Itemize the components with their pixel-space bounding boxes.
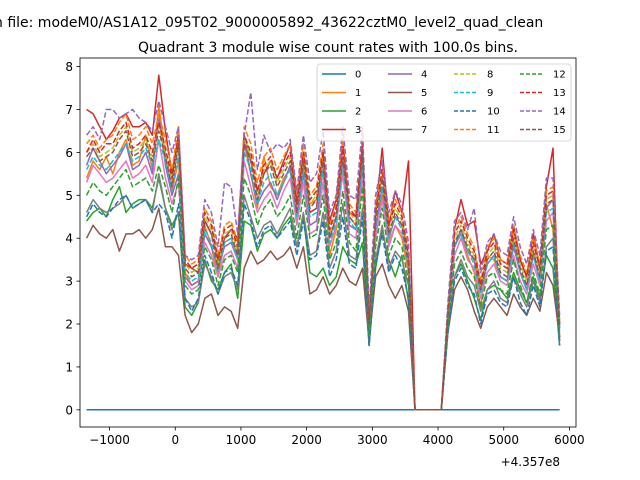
y-tick-label: 2 — [65, 318, 73, 332]
legend-label-8: 8 — [487, 70, 493, 81]
y-tick-label: 5 — [65, 189, 73, 203]
y-tick-label: 1 — [65, 360, 73, 374]
y-tick-label: 6 — [65, 146, 73, 160]
legend-label-14: 14 — [553, 107, 566, 118]
series-line-13 — [85, 121, 561, 411]
chart-title: Quadrant 3 module wise count rates with … — [138, 40, 518, 56]
plot-frame — [79, 57, 577, 428]
legend-label-4: 4 — [421, 70, 427, 81]
series-line-14 — [86, 91, 561, 411]
legend-label-3: 3 — [355, 125, 361, 136]
legend-label-11: 11 — [487, 125, 500, 136]
x-tick-label: 6000 — [554, 433, 585, 447]
y-tick-label: 8 — [65, 60, 73, 74]
legend-label-7: 7 — [421, 125, 427, 136]
series-lines — [85, 74, 561, 411]
series-line-7 — [85, 173, 561, 411]
x-tick-label: 1000 — [226, 433, 257, 447]
x-tick-label: 5000 — [488, 433, 519, 447]
series-line-12 — [85, 164, 561, 411]
legend-label-0: 0 — [355, 70, 361, 81]
legend-label-13: 13 — [553, 88, 566, 99]
y-tick-label: 0 — [65, 403, 73, 417]
y-tick-label: 3 — [65, 275, 73, 289]
series-line-8 — [86, 125, 561, 411]
y-tick-label: 7 — [65, 103, 73, 117]
y-tick-label: 4 — [65, 232, 73, 246]
x-tick-label: 0 — [171, 433, 179, 447]
x-tick-label: 3000 — [357, 433, 388, 447]
legend-label-5: 5 — [421, 88, 427, 99]
legend-label-2: 2 — [355, 107, 361, 118]
series-line-11 — [86, 113, 561, 411]
x-tick-label: 4000 — [423, 433, 454, 447]
figure-suptitle: n file: modeM0/AS1A12_095T02_9000005892_… — [0, 15, 543, 31]
x-tick-label: 2000 — [291, 433, 322, 447]
x-offset-label: +4.357e8 — [501, 455, 560, 469]
legend-label-15: 15 — [553, 125, 566, 136]
series-line-5 — [85, 207, 561, 411]
legend-label-10: 10 — [487, 107, 500, 118]
legend-label-1: 1 — [355, 88, 361, 99]
series-line-10 — [85, 194, 561, 411]
legend-label-9: 9 — [487, 88, 493, 99]
legend-label-6: 6 — [421, 107, 427, 118]
series-line-15 — [86, 130, 561, 411]
series-line-6 — [85, 138, 561, 411]
legend-box — [316, 63, 572, 142]
x-tick-label: −1000 — [89, 433, 130, 447]
legend-label-12: 12 — [553, 70, 566, 81]
